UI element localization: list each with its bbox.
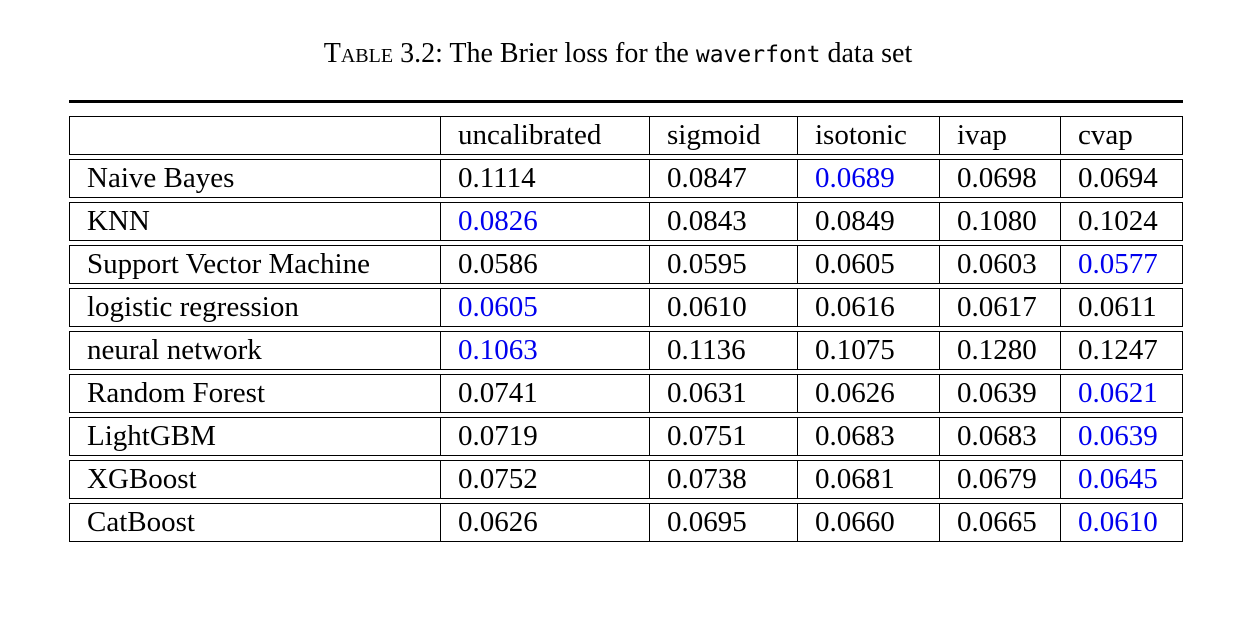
value-cell-ivap: 0.0639 [939, 374, 1060, 413]
value-cell-isotonic: 0.0605 [797, 245, 939, 284]
value-cell-uncalibrated: 0.0586 [440, 245, 649, 284]
table-row: KNN 0.0826 0.0843 0.0849 0.1080 0.1024 [69, 202, 1183, 241]
value-cell-uncalibrated: 0.0741 [440, 374, 649, 413]
value-cell-ivap: 0.0603 [939, 245, 1060, 284]
value-cell-isotonic: 0.0660 [797, 503, 939, 542]
value-cell-ivap: 0.1080 [939, 202, 1060, 241]
header-cell-sigmoid: sigmoid [649, 116, 797, 155]
table-row: CatBoost 0.0626 0.0695 0.0660 0.0665 0.0610 [69, 503, 1183, 542]
model-name-cell: Support Vector Machine [69, 245, 440, 284]
value-cell-uncalibrated: 0.0605 [440, 288, 649, 327]
dataset-name: waverfont [695, 42, 821, 68]
value-cell-cvap: 0.0694 [1060, 159, 1183, 198]
value-cell-cvap: 0.0639 [1060, 417, 1183, 456]
table-row: LightGBM 0.0719 0.0751 0.0683 0.0683 0.0639 [69, 417, 1183, 456]
table-row: Naive Bayes 0.1114 0.0847 0.0689 0.0698 0.069… [69, 159, 1183, 198]
model-name-cell: Random Forest [69, 374, 440, 413]
value-cell-sigmoid: 0.0751 [649, 417, 797, 456]
table-body: Naive Bayes 0.1114 0.0847 0.0689 0.0698 0.069… [69, 159, 1183, 542]
table-row: Support Vector Machine 0.0586 0.0595 0.0605… [69, 245, 1183, 284]
header-row: uncalibrated sigmoid isotonic ivap cvap [69, 116, 1183, 155]
value-cell-ivap: 0.0617 [939, 288, 1060, 327]
value-cell-uncalibrated: 0.0719 [440, 417, 649, 456]
header-cell-model [69, 116, 440, 155]
model-name-cell: LightGBM [69, 417, 440, 456]
value-cell-cvap: 0.1247 [1060, 331, 1183, 370]
value-cell-cvap: 0.0621 [1060, 374, 1183, 413]
value-cell-sigmoid: 0.0738 [649, 460, 797, 499]
value-cell-cvap: 0.0610 [1060, 503, 1183, 542]
value-cell-uncalibrated: 0.1114 [440, 159, 649, 198]
value-cell-isotonic: 0.0689 [797, 159, 939, 198]
model-name-cell: XGBoost [69, 460, 440, 499]
value-cell-sigmoid: 0.1136 [649, 331, 797, 370]
value-cell-ivap: 0.0665 [939, 503, 1060, 542]
value-cell-sigmoid: 0.0631 [649, 374, 797, 413]
value-cell-isotonic: 0.0616 [797, 288, 939, 327]
value-cell-uncalibrated: 0.0752 [440, 460, 649, 499]
table-row: logistic regression 0.0605 0.0610 0.0616 0.0… [69, 288, 1183, 327]
table-number: Table 3.2: [323, 38, 443, 69]
value-cell-sigmoid: 0.0695 [649, 503, 797, 542]
table-row: neural network 0.1063 0.1136 0.1075 0.1280 0.… [69, 331, 1183, 370]
value-cell-sigmoid: 0.0610 [649, 288, 797, 327]
header-cell-cvap: cvap [1060, 116, 1183, 155]
model-name-cell: logistic regression [69, 288, 440, 327]
value-cell-cvap: 0.1024 [1060, 202, 1183, 241]
value-cell-ivap: 0.0679 [939, 460, 1060, 499]
value-cell-isotonic: 0.0681 [797, 460, 939, 499]
caption-text-after: data set [827, 38, 913, 69]
value-cell-uncalibrated: 0.1063 [440, 331, 649, 370]
value-cell-isotonic: 0.0683 [797, 417, 939, 456]
model-name-cell: KNN [69, 202, 440, 241]
brier-loss-table: uncalibrated sigmoid isotonic ivap cvap … [69, 112, 1183, 546]
table-row: Random Forest 0.0741 0.0631 0.0626 0.0639 0.0… [69, 374, 1183, 413]
table-caption: Table 3.2: The Brier loss for the waverf… [0, 34, 1236, 75]
header-cell-ivap: ivap [939, 116, 1060, 155]
value-cell-sigmoid: 0.0843 [649, 202, 797, 241]
model-name-cell: Naive Bayes [69, 159, 440, 198]
value-cell-cvap: 0.0645 [1060, 460, 1183, 499]
model-name-cell: CatBoost [69, 503, 440, 542]
value-cell-isotonic: 0.0849 [797, 202, 939, 241]
value-cell-sigmoid: 0.0847 [649, 159, 797, 198]
value-cell-isotonic: 0.0626 [797, 374, 939, 413]
top-rule [69, 100, 1183, 103]
value-cell-cvap: 0.0611 [1060, 288, 1183, 327]
model-name-cell: neural network [69, 331, 440, 370]
value-cell-isotonic: 0.1075 [797, 331, 939, 370]
value-cell-sigmoid: 0.0595 [649, 245, 797, 284]
header-cell-isotonic: isotonic [797, 116, 939, 155]
header-cell-uncalibrated: uncalibrated [440, 116, 649, 155]
value-cell-uncalibrated: 0.0626 [440, 503, 649, 542]
caption-text-before: The Brier loss for the [449, 38, 689, 69]
value-cell-ivap: 0.0698 [939, 159, 1060, 198]
value-cell-ivap: 0.1280 [939, 331, 1060, 370]
table-row: XGBoost 0.0752 0.0738 0.0681 0.0679 0.0645 [69, 460, 1183, 499]
value-cell-uncalibrated: 0.0826 [440, 202, 649, 241]
value-cell-cvap: 0.0577 [1060, 245, 1183, 284]
value-cell-ivap: 0.0683 [939, 417, 1060, 456]
